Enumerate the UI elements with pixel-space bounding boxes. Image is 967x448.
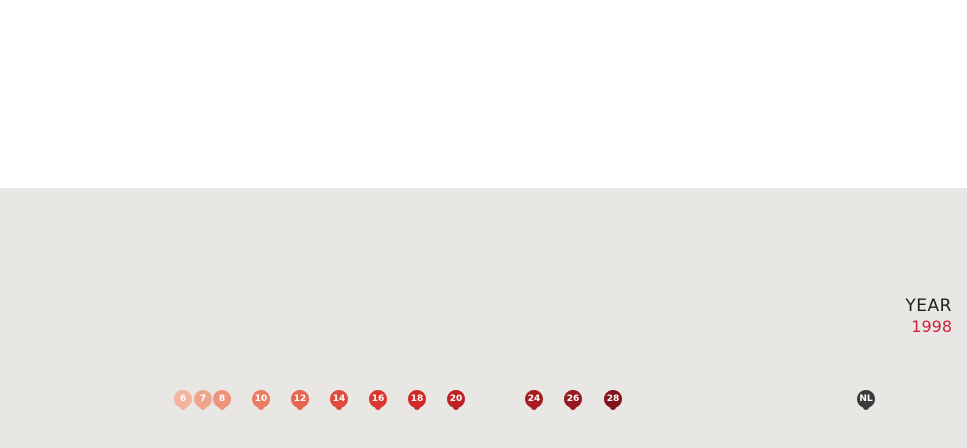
- marker-6[interactable]: 6: [174, 390, 192, 414]
- marker-28[interactable]: 28: [604, 390, 622, 414]
- marker-tail: [414, 407, 420, 410]
- marker-tail: [219, 407, 225, 410]
- marker-7[interactable]: 7: [194, 390, 212, 414]
- marker-label: 6: [174, 390, 192, 408]
- marker-24[interactable]: 24: [525, 390, 543, 414]
- year-value: 1998: [911, 317, 952, 336]
- marker-tail: [336, 407, 342, 410]
- marker-26[interactable]: 26: [564, 390, 582, 414]
- marker-label: 10: [252, 390, 270, 408]
- marker-14[interactable]: 14: [330, 390, 348, 414]
- marker-label: 7: [194, 390, 212, 408]
- marker-tail: [258, 407, 264, 410]
- marker-label: 14: [330, 390, 348, 408]
- marker-label: 28: [604, 390, 622, 408]
- marker-row: 6 7 8 10 12 14 16 18 20 24 26 28: [0, 390, 967, 416]
- marker-tail: [200, 407, 206, 410]
- marker-label: 18: [408, 390, 426, 408]
- marker-tail: [180, 407, 186, 410]
- marker-tail: [610, 407, 616, 410]
- marker-20[interactable]: 20: [447, 390, 465, 414]
- marker-nl[interactable]: NL: [857, 390, 875, 414]
- marker-8[interactable]: 8: [213, 390, 231, 414]
- marker-label: 26: [564, 390, 582, 408]
- top-blank-area: [0, 0, 967, 188]
- marker-label: 12: [291, 390, 309, 408]
- marker-12[interactable]: 12: [291, 390, 309, 414]
- marker-tail: [570, 407, 576, 410]
- marker-tail: [531, 407, 537, 410]
- marker-10[interactable]: 10: [252, 390, 270, 414]
- marker-tail: [297, 407, 303, 410]
- year-label: YEAR: [905, 296, 952, 316]
- marker-tail: [453, 407, 459, 410]
- marker-label: 8: [213, 390, 231, 408]
- marker-label: 16: [369, 390, 387, 408]
- marker-16[interactable]: 16: [369, 390, 387, 414]
- marker-label: 24: [525, 390, 543, 408]
- marker-tail: [863, 407, 869, 410]
- timeline-panel: [0, 188, 967, 448]
- marker-label: 20: [447, 390, 465, 408]
- year-indicator: YEAR 1998: [905, 298, 952, 335]
- marker-tail: [375, 407, 381, 410]
- marker-label: NL: [857, 390, 875, 408]
- marker-18[interactable]: 18: [408, 390, 426, 414]
